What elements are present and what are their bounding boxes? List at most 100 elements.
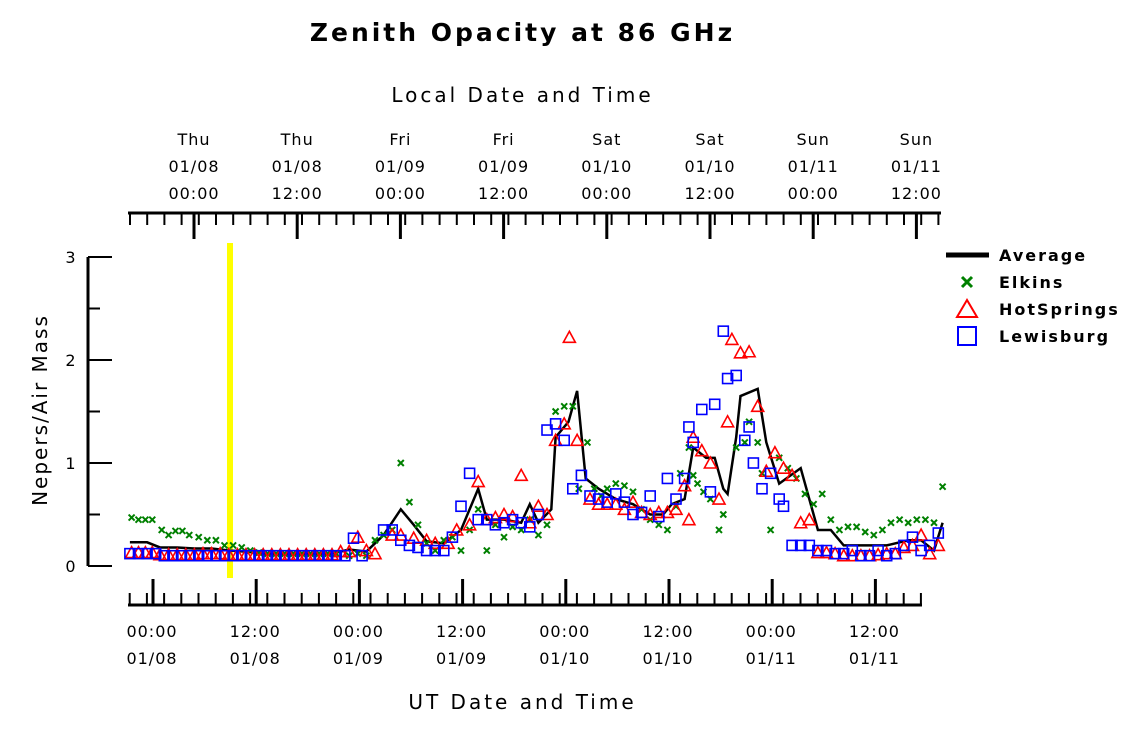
lewisburg-point <box>683 421 695 433</box>
hotsprings-point <box>367 545 383 560</box>
lewisburg-point <box>321 549 334 562</box>
elkins-point <box>178 527 187 535</box>
average-line <box>129 387 944 555</box>
left-axis: 0 1 2 3 <box>65 248 112 576</box>
elkins-point <box>930 519 938 527</box>
bottom-tick-time: 12:00 <box>849 622 900 641</box>
elkins-point <box>575 485 583 493</box>
lewisburg-point <box>356 549 368 562</box>
lewisburg-point <box>218 549 231 562</box>
lewisburg-point <box>609 488 622 500</box>
legend-label: HotSprings <box>999 300 1120 319</box>
top-tick-day: Sat <box>695 130 724 149</box>
hotsprings-point <box>703 455 718 469</box>
elkins-point <box>134 515 143 524</box>
top-tick-date: 01/11 <box>891 157 942 176</box>
lewisburg-point <box>678 472 691 485</box>
top-tick-time: 12:00 <box>684 184 735 203</box>
lewisburg-point <box>584 490 596 502</box>
bottom-tick-date: 01/08 <box>230 649 281 668</box>
elkins-point <box>878 526 887 534</box>
hotsprings-point <box>733 345 748 359</box>
lewisburg-point <box>210 549 222 562</box>
elkins-x-mark <box>569 402 577 411</box>
current-time-marker <box>227 243 233 578</box>
lewisburg-point <box>184 549 196 562</box>
lewisburg-point <box>601 496 614 508</box>
elkins-x-mark <box>612 479 620 488</box>
current-time-marker-layer <box>227 243 233 578</box>
elkins-x-mark <box>171 527 180 535</box>
elkins-x-mark <box>753 438 762 447</box>
bottom-tick-time: 00:00 <box>126 622 177 641</box>
hotsprings-point <box>505 508 520 523</box>
elkins-point <box>809 500 818 508</box>
elkins-x-mark <box>500 533 508 541</box>
elkins-point <box>620 481 629 490</box>
elkins-x-mark <box>741 438 749 447</box>
lewisburg-point <box>420 544 433 557</box>
lewisburg-point <box>386 524 399 536</box>
lewisburg-point <box>618 496 631 508</box>
elkins-point <box>203 536 212 544</box>
hotsprings-point <box>427 535 443 550</box>
elkins-point <box>141 515 150 524</box>
lewisburg-point <box>794 539 807 552</box>
elkins-point <box>938 482 947 491</box>
top-tick-day: Thu <box>280 130 314 149</box>
lewisburg-point <box>158 549 171 562</box>
legend-x-swatch <box>960 275 974 289</box>
elkins-point <box>414 521 422 529</box>
lewisburg-point <box>498 516 510 529</box>
top-tick-day: Thu <box>176 130 210 149</box>
top-tick-time: 12:00 <box>272 184 323 203</box>
lewisburg-point <box>670 493 682 505</box>
lewisburg-point <box>455 500 467 513</box>
elkins-x-mark <box>237 543 246 552</box>
lewisburg-point <box>730 369 743 382</box>
elkins-point <box>457 546 465 555</box>
lewisburg-point <box>149 547 162 560</box>
elkins-x-mark <box>178 527 187 535</box>
legend-label: Average <box>999 246 1087 265</box>
lewisburg-point <box>377 524 390 536</box>
elkins-x-mark <box>921 515 930 524</box>
elkins-point <box>543 521 551 529</box>
lewisburg-point <box>708 398 721 411</box>
lewisburg-point <box>296 549 308 562</box>
elkins-x-mark <box>904 519 912 527</box>
lewisburg-point <box>261 549 274 562</box>
elkins-x-mark <box>655 521 663 529</box>
lewisburg-point <box>549 418 562 430</box>
elkins-point <box>127 513 136 522</box>
series-layer <box>124 325 947 562</box>
hotsprings-point <box>470 473 486 488</box>
elkins-point <box>870 531 878 539</box>
legend-triangle-swatch <box>955 298 979 318</box>
y-tick-label: 2 <box>65 351 76 370</box>
top-tick-date: 01/08 <box>272 157 323 176</box>
lewisburg-point <box>661 472 674 485</box>
elkins-x-mark <box>474 505 482 514</box>
lewisburg-point <box>253 549 265 562</box>
top-tick-day: Sun <box>900 130 933 149</box>
elkins-x-mark <box>629 488 637 496</box>
elkins-x-mark <box>405 498 414 506</box>
elkins-point <box>405 498 414 506</box>
elkins-x-mark <box>583 438 592 447</box>
elkins-point <box>397 459 405 467</box>
elkins-x-mark <box>371 536 379 544</box>
bottom-tick-time: 00:00 <box>539 622 590 641</box>
elkins-point <box>827 515 835 524</box>
lewisburg-point <box>227 549 239 562</box>
elkins-point <box>603 485 611 493</box>
lewisburg-point <box>627 508 639 521</box>
legend-item: Lewisburg <box>957 326 1108 346</box>
elkins-point <box>719 510 728 519</box>
elkins-point <box>229 541 237 550</box>
elkins-x-mark <box>930 519 938 527</box>
lewisburg-point <box>515 516 528 529</box>
lewisburg-point <box>721 372 734 385</box>
hotsprings-point <box>724 331 740 346</box>
elkins-point <box>158 526 166 534</box>
